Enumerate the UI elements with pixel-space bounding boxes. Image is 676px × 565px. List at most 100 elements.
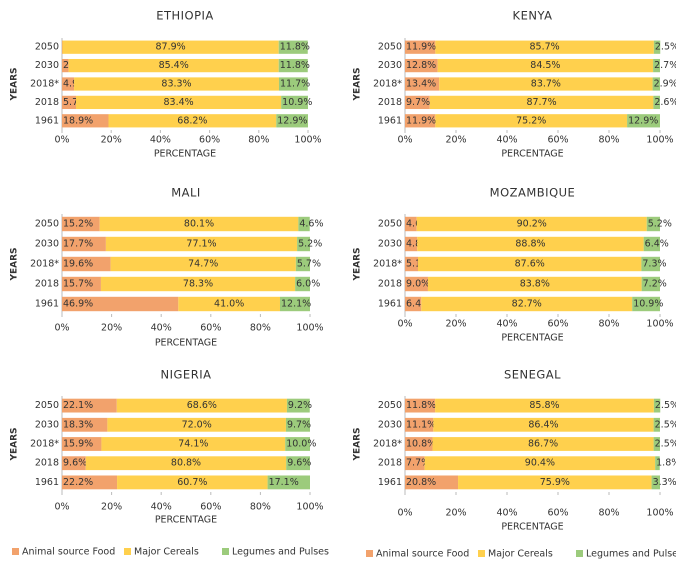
- bar-segment: [458, 475, 652, 490]
- x-tick-label: 60%: [547, 508, 568, 519]
- bar-segment: [74, 77, 279, 91]
- data-label: 77.1%: [186, 239, 216, 250]
- bar-segment: [178, 296, 280, 312]
- data-label: 7.2%: [643, 279, 667, 290]
- bar-segment: [405, 456, 425, 471]
- y-axis-label: YEARS: [353, 427, 363, 461]
- bar-segment: [298, 216, 310, 232]
- bar-segment: [435, 114, 628, 128]
- y-tick-label: 2050: [35, 219, 59, 230]
- y-axis-label: YEARS: [353, 67, 363, 101]
- x-tick-label: 0%: [397, 135, 412, 146]
- x-tick-label: 40%: [150, 135, 171, 146]
- bar-segment: [62, 296, 179, 312]
- data-label: 87.9%: [156, 42, 186, 53]
- bar-segment: [99, 216, 299, 232]
- data-label: 86.7%: [528, 439, 558, 450]
- bar-segment: [421, 296, 633, 312]
- bar-segment: [405, 437, 433, 451]
- x-tick-label: 20%: [101, 135, 122, 146]
- x-tick-label: 80%: [598, 508, 619, 519]
- bar-segment: [117, 475, 268, 490]
- bar-segment: [655, 456, 660, 471]
- bar-segment: [646, 216, 660, 232]
- bar-segment: [108, 114, 277, 128]
- legend-label: Animal source Food: [376, 549, 469, 560]
- data-label: 2.7%: [654, 60, 676, 71]
- data-label: 68.6%: [187, 400, 217, 411]
- bar-segment: [652, 77, 660, 91]
- x-tick-label: 20%: [445, 508, 466, 519]
- y-tick-label: 1961: [35, 115, 59, 126]
- y-axis-label: YEARS: [353, 247, 363, 281]
- data-label: 1.8%: [656, 458, 676, 469]
- data-label: 12.9%: [628, 115, 658, 126]
- data-label: 85.7%: [530, 42, 560, 53]
- y-tick-label: 2050: [378, 400, 402, 411]
- legend-label: Legumes and Pulses: [232, 547, 329, 558]
- y-tick-label: 2050: [378, 42, 402, 53]
- legend-swatch: [366, 550, 373, 557]
- bar-segment: [62, 114, 109, 128]
- data-label: 15.9%: [63, 439, 93, 450]
- x-tick-label: 100%: [646, 508, 673, 519]
- bar-segment: [405, 216, 417, 232]
- bar-segment: [653, 58, 660, 73]
- bar-segment: [417, 236, 644, 252]
- data-label: 11.8%: [406, 400, 436, 411]
- legend-label: Legumes and Pulses: [586, 549, 676, 560]
- y-tick-label: 2018: [35, 458, 59, 469]
- x-tick-label: 60%: [200, 502, 221, 513]
- y-tick-label: 1961: [378, 477, 402, 488]
- bar-segment: [653, 398, 661, 413]
- data-label: 12.1%: [281, 299, 311, 310]
- data-label: 5.7%: [297, 259, 321, 270]
- bar-segment: [62, 95, 77, 110]
- data-label: 11.7%: [280, 79, 310, 90]
- x-tick-label: 20%: [445, 319, 466, 330]
- bar-segment: [627, 114, 660, 128]
- bar-segment: [62, 456, 86, 471]
- data-label: 2.5%: [655, 400, 676, 411]
- bar-segment: [295, 256, 310, 272]
- x-tick-label: 0%: [54, 502, 69, 513]
- x-axis-label: PERCENTAGE: [501, 149, 563, 160]
- data-label: 11.1%: [406, 419, 436, 430]
- x-tick-label: 80%: [250, 502, 271, 513]
- data-label: 74.1%: [178, 439, 208, 450]
- data-label: 18.9%: [63, 115, 93, 126]
- y-tick-label: 2018*: [373, 259, 402, 270]
- legend-swatch: [222, 548, 229, 555]
- data-label: 7.3%: [642, 259, 666, 270]
- data-label: 80.1%: [184, 219, 214, 230]
- data-label: 83.7%: [531, 79, 561, 90]
- x-tick-label: 80%: [248, 135, 269, 146]
- bar-segment: [643, 236, 660, 252]
- x-axis-label: PERCENTAGE: [154, 149, 216, 160]
- bar-segment: [62, 40, 279, 54]
- data-label: 17.1%: [269, 477, 299, 488]
- x-tick-label: 80%: [598, 135, 619, 146]
- data-label: 12.8%: [406, 60, 436, 71]
- bar-segment: [405, 417, 434, 432]
- data-label: 15.2%: [63, 219, 93, 230]
- y-axis-label: YEARS: [10, 67, 20, 101]
- y-tick-label: 2018: [35, 97, 59, 108]
- x-tick-label: 0%: [54, 135, 69, 146]
- data-label: 68.2%: [177, 115, 207, 126]
- data-label: 9.6%: [63, 458, 87, 469]
- y-tick-label: 2018*: [30, 259, 59, 270]
- bar-segment: [439, 77, 653, 91]
- data-label: 19.6%: [63, 259, 93, 270]
- y-tick-label: 2018: [378, 458, 402, 469]
- x-tick-label: 20%: [445, 135, 466, 146]
- bar-segment: [405, 58, 438, 73]
- data-label: 18.3%: [63, 419, 93, 430]
- bar-segment: [651, 475, 660, 490]
- bar-segment: [281, 95, 308, 110]
- x-tick-label: 60%: [547, 135, 568, 146]
- y-tick-label: 2030: [35, 239, 59, 250]
- chart-title: MOZAMBIQUE: [490, 186, 576, 200]
- data-label: 6.4%: [645, 239, 669, 250]
